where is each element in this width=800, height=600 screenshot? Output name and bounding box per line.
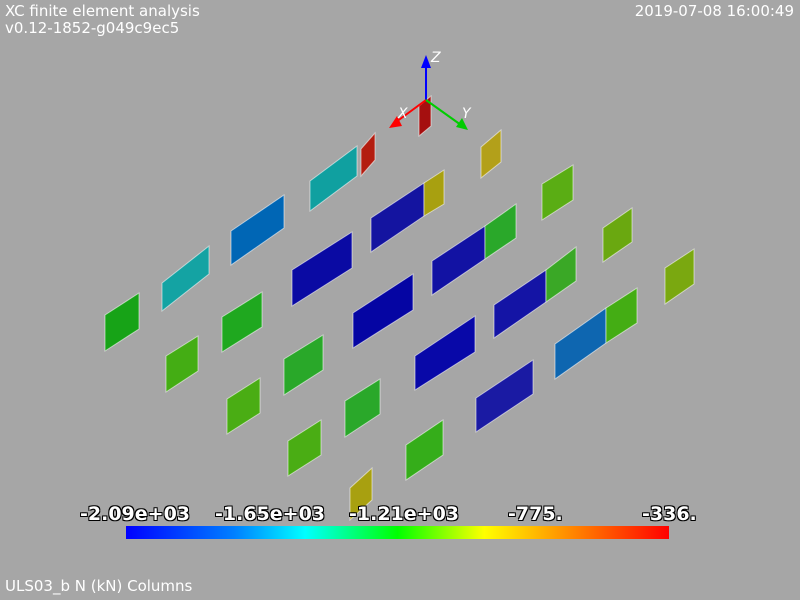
column-shell[interactable] [221, 291, 263, 353]
column-shell[interactable] [349, 466, 373, 522]
column-shell[interactable] [344, 378, 381, 438]
y-axis-label: Y [462, 106, 472, 122]
z-axis-arrow-icon [421, 55, 431, 68]
column-shell[interactable] [554, 307, 607, 380]
app-title: XC finite element analysis [5, 2, 200, 20]
column-shell[interactable] [165, 335, 199, 393]
column-shell[interactable] [352, 273, 414, 349]
column-shell[interactable] [226, 377, 261, 435]
column-shell[interactable] [475, 359, 534, 433]
z-axis-label: Z [430, 50, 441, 66]
column-shell[interactable] [283, 334, 324, 396]
column-shells [104, 94, 695, 522]
column-shell[interactable] [291, 231, 353, 307]
column-shell[interactable] [370, 182, 425, 253]
x-axis-arrow-icon [389, 116, 402, 128]
column-shell[interactable] [545, 245, 577, 303]
axes-triad: Z X Y [389, 50, 472, 130]
y-axis-arrow-icon [456, 118, 468, 130]
column-shell[interactable] [480, 128, 502, 180]
column-shell[interactable] [161, 244, 210, 313]
column-shell[interactable] [309, 145, 358, 212]
column-shell[interactable] [104, 292, 140, 352]
colorbar-tick-label: -1.65e+03 [215, 503, 326, 525]
timestamp: 2019-07-08 16:00:49 [634, 2, 794, 20]
column-shell[interactable] [414, 315, 476, 391]
column-shell[interactable] [602, 207, 633, 263]
colorbar-tick-label: -1.21e+03 [349, 503, 460, 525]
colorbar-tick-label: -775. [508, 503, 563, 525]
column-shell[interactable] [287, 419, 322, 477]
column-shell[interactable] [360, 131, 376, 178]
column-shell[interactable] [423, 169, 445, 217]
result-caption: ULS03_b N (kN) Columns [5, 577, 193, 595]
colorbar [126, 526, 669, 539]
column-shell[interactable] [605, 287, 638, 344]
colorbar-tick-label: -2.09e+03 [80, 503, 191, 525]
column-shell[interactable] [405, 419, 444, 481]
column-shell[interactable] [431, 225, 486, 296]
version-label: v0.12-1852-g049c9ec5 [5, 19, 180, 37]
colorbar-tick-label: -336. [642, 503, 697, 525]
x-axis-label: X [397, 106, 408, 122]
column-shell[interactable] [541, 164, 574, 221]
column-shell[interactable] [484, 203, 517, 260]
column-shell[interactable] [664, 248, 695, 305]
column-shell[interactable] [230, 194, 285, 266]
column-shell[interactable] [493, 269, 547, 339]
